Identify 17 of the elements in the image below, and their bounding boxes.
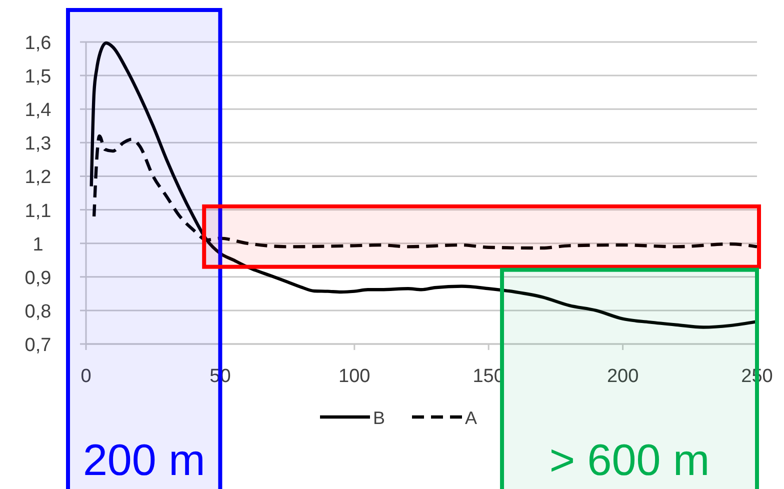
y-tick-label: 1	[32, 234, 44, 256]
legend-label: B	[373, 408, 386, 428]
legend-label: A	[465, 408, 478, 428]
y-tick-label: 0,9	[24, 268, 52, 289]
y-tick-label: 1,1	[24, 200, 52, 222]
y-tick-label: 1,6	[24, 33, 52, 54]
band-label: > 600 m	[549, 436, 710, 485]
y-tick-label: 1,3	[24, 134, 52, 155]
y-tick-label: 0,8	[24, 301, 52, 322]
y-tick-label: 1,2	[24, 167, 52, 188]
y-tick-label: 1,4	[24, 100, 52, 122]
y-tick-label: 1,5	[24, 66, 52, 88]
y-tick-label: 0,7	[24, 335, 52, 356]
x-tick-label: 200	[606, 366, 639, 387]
band-label: 200 m	[82, 436, 206, 485]
x-tick-label: 100	[338, 366, 370, 387]
x-tick-label: 0	[80, 366, 92, 387]
